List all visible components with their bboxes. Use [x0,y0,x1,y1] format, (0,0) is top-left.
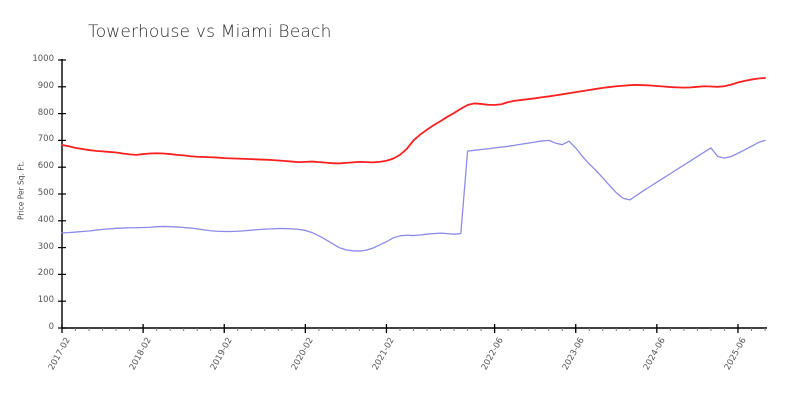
y-axis-tick-label: 200 [37,268,54,279]
y-axis-tick-label: 800 [37,107,54,118]
chart-title: Towerhouse vs Miami Beach [88,22,332,42]
y-axis-tick-label: 400 [37,214,54,225]
y-axis-tick-label: 700 [37,134,54,145]
y-axis-tick-label: 300 [37,241,54,252]
data-series [61,77,766,252]
y-axis-tick-label: 100 [37,295,54,306]
series-line-miami-beach [61,77,766,165]
y-axis-tick-label: 0 [48,322,54,332]
y-axis-tick-label: 500 [37,188,54,198]
series-line-towerhouse [61,139,766,252]
y-axis-tick-label: 600 [37,161,54,172]
y-axis-tick-label: 1000 [32,54,54,64]
y-axis-tick-label: 900 [37,80,54,91]
axes [58,59,767,333]
y-axis-tick-labels: 0 100 200 300 400 500 600 700 800 900 1000 [8,0,54,400]
